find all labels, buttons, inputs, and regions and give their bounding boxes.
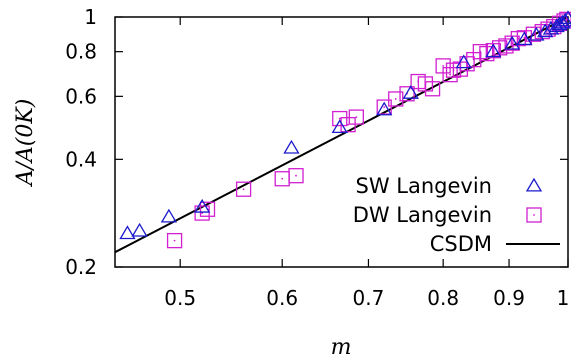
dw-point xyxy=(199,201,216,217)
dw-point-dot xyxy=(173,239,176,242)
sw-point xyxy=(504,35,521,50)
y-tick-label: 0.6 xyxy=(65,84,97,108)
sw-point xyxy=(119,225,136,240)
y-tick-label: 0.4 xyxy=(65,147,97,171)
legend-square-dot xyxy=(533,214,535,216)
legend-label-csdm: CSDM xyxy=(430,232,492,256)
sw-point xyxy=(537,23,554,38)
sw-point xyxy=(194,198,211,213)
sw-point xyxy=(559,10,571,25)
dw-point-dot xyxy=(355,116,358,118)
legend-item-sw: SW Langevin xyxy=(356,174,543,198)
x-tick-label: 0.9 xyxy=(493,286,525,310)
sw-point xyxy=(485,43,502,58)
legend-triangle xyxy=(525,177,543,192)
sw-point xyxy=(402,84,419,99)
sw-point xyxy=(516,31,533,46)
dw-point xyxy=(288,168,304,184)
y-tick-label: 0.8 xyxy=(65,40,97,64)
legend-marker-sw xyxy=(525,177,543,192)
dw-point xyxy=(424,81,441,97)
sw-point xyxy=(557,12,571,27)
sw-point xyxy=(376,101,393,116)
dw-point-dot xyxy=(295,174,297,177)
dw-point-dot xyxy=(383,106,386,108)
legend-label-dw: DW Langevin xyxy=(353,203,492,227)
sw-point xyxy=(331,119,348,134)
x-axis: 0.5 0.6 0.7 0.8 0.9 1 xyxy=(164,17,569,310)
legend-square xyxy=(526,207,542,223)
x-tick-label: 0.5 xyxy=(164,286,196,310)
dw-point xyxy=(235,181,252,197)
plot-area: 0.5 0.6 0.7 0.8 0.9 1 0.2 0.4 0.6 0.8 1 xyxy=(65,5,571,310)
dw-point xyxy=(332,110,348,127)
dw-point xyxy=(388,91,404,107)
y-axis-label: A/A(0K) xyxy=(13,99,38,188)
dw-point-dot xyxy=(394,98,397,100)
sw-point xyxy=(131,222,148,237)
x-tick-label: 1 xyxy=(557,286,570,310)
series-layer xyxy=(114,10,571,254)
dw-point xyxy=(348,109,364,125)
series-sw-langevin xyxy=(119,10,571,240)
y-tick-label: 0.2 xyxy=(65,255,97,279)
sw-point xyxy=(554,14,571,29)
x-tick-label: 0.8 xyxy=(427,286,459,310)
dw-point xyxy=(166,232,183,249)
dw-point-dot xyxy=(338,117,341,120)
sw-point xyxy=(542,20,560,35)
dw-point-dot xyxy=(523,36,526,39)
dw-point xyxy=(194,205,210,221)
x-axis-label: m xyxy=(331,335,352,359)
sw-point xyxy=(160,208,178,223)
dw-point-dot xyxy=(565,18,568,21)
x-tick-label: 0.7 xyxy=(353,286,385,310)
dw-point xyxy=(376,99,392,115)
legend-label-sw: SW Langevin xyxy=(356,174,492,198)
y-tick-label: 1 xyxy=(84,5,97,29)
dw-point-dot xyxy=(242,188,245,191)
dw-point xyxy=(442,66,458,83)
legend: SW Langevin DW Langevin CSDM xyxy=(353,174,560,256)
plot-frame xyxy=(114,16,569,268)
dw-point-dot xyxy=(431,87,434,90)
dw-point-dot xyxy=(347,123,350,126)
x-tick-label: 0.6 xyxy=(266,286,298,310)
dw-point-dot xyxy=(442,64,445,67)
dw-point xyxy=(399,86,415,102)
dw-point-dot xyxy=(449,73,452,76)
sw-point xyxy=(455,54,472,69)
y-axis: 0.2 0.4 0.6 0.8 1 xyxy=(65,5,568,279)
sw-point xyxy=(283,139,300,154)
legend-marker-dw xyxy=(526,207,542,223)
legend-item-dw: DW Langevin xyxy=(353,203,542,227)
legend-item-csdm: CSDM xyxy=(430,232,560,256)
dw-point-dot xyxy=(281,177,284,180)
